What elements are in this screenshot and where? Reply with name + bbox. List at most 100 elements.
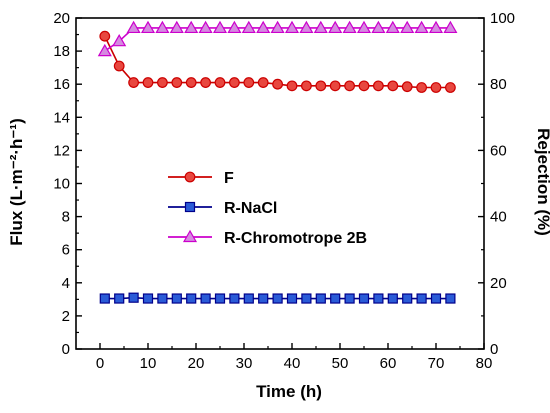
data-point: [387, 80, 399, 92]
data-point: [315, 80, 327, 92]
data-point: [313, 20, 328, 34]
series-r-nacl: [99, 292, 456, 304]
series-r-chromotrope-2b: [97, 20, 458, 57]
data-point: [414, 20, 429, 34]
data-point: [113, 60, 125, 72]
data-point: [315, 293, 326, 304]
y-left-tick-label: 20: [53, 10, 70, 27]
data-point: [200, 293, 211, 304]
y-right-tick-label: 100: [490, 10, 515, 27]
data-point: [114, 293, 125, 304]
legend-label: F: [224, 170, 234, 187]
series-layer: [97, 20, 458, 304]
y-left-tick-label: 14: [53, 109, 70, 126]
data-point: [430, 293, 442, 304]
data-point: [344, 80, 356, 92]
data-point: [373, 80, 384, 92]
data-point: [299, 20, 314, 34]
y-left-axis-title: Flux (L·m⁻²·h⁻¹): [7, 118, 26, 245]
x-tick-label: 20: [188, 355, 205, 372]
legend-marker: [184, 201, 196, 213]
data-point: [140, 20, 156, 34]
y-right-tick-label: 20: [490, 275, 507, 292]
data-point: [97, 43, 112, 57]
y-right-tick-label: 60: [490, 142, 507, 159]
data-point: [416, 82, 428, 93]
y-left-tick-label: 6: [62, 242, 70, 259]
data-point: [155, 20, 170, 34]
data-point: [402, 293, 413, 304]
data-point: [142, 293, 154, 304]
y-left-tick-label: 4: [62, 275, 70, 292]
data-point: [184, 20, 199, 34]
data-point: [257, 77, 269, 88]
data-point: [358, 293, 370, 304]
y-right-tick-label: 40: [490, 209, 507, 226]
data-point: [301, 293, 312, 304]
data-point: [99, 293, 110, 304]
data-point: [185, 77, 197, 88]
data-point: [169, 20, 184, 34]
data-point: [258, 293, 269, 304]
data-point: [385, 20, 400, 34]
data-point: [329, 80, 341, 92]
data-point: [228, 77, 240, 88]
data-point: [445, 293, 456, 304]
data-point: [272, 293, 283, 304]
x-tick-label: 0: [96, 355, 104, 372]
data-point: [330, 293, 341, 304]
data-point: [171, 293, 182, 304]
x-tick-label: 30: [236, 355, 253, 372]
data-point: [227, 20, 242, 34]
data-point: [157, 293, 168, 304]
data-point: [99, 30, 111, 42]
data-point: [243, 293, 254, 304]
y-left-tick-label: 0: [62, 341, 70, 358]
y-right-tick-label: 0: [490, 341, 498, 358]
legend-label: R-Chromotrope 2B: [224, 230, 367, 247]
data-point: [401, 81, 413, 93]
data-point: [186, 293, 197, 304]
x-tick-label: 60: [380, 355, 397, 372]
data-point: [156, 77, 168, 88]
y-left-tick-label: 10: [53, 176, 70, 193]
data-point: [284, 20, 300, 34]
x-axis-title: Time (h): [256, 382, 322, 401]
data-point: [214, 77, 226, 88]
data-point: [200, 77, 212, 88]
data-point: [272, 78, 284, 90]
y-left-tick-label: 8: [62, 209, 70, 226]
data-point: [342, 20, 357, 34]
data-point: [126, 20, 141, 34]
data-point: [387, 293, 398, 304]
x-tick-label: 10: [140, 355, 157, 372]
data-point: [241, 20, 256, 34]
data-point: [328, 20, 343, 34]
data-point: [171, 77, 183, 88]
data-point: [256, 20, 271, 34]
data-point: [128, 292, 139, 303]
y-right-axis-title: Rejection (%): [534, 128, 550, 236]
data-point: [286, 80, 298, 92]
data-point: [142, 77, 154, 88]
data-point: [243, 77, 255, 88]
data-point: [270, 20, 285, 34]
series-f: [99, 30, 456, 93]
data-point: [371, 20, 386, 34]
x-tick-label: 80: [476, 355, 493, 372]
y-right-tick-label: 80: [490, 76, 507, 93]
y-left-ticks: 0 2 4 6 8 10 12 14 16 18 20: [53, 10, 82, 358]
legend-marker: [184, 171, 196, 183]
data-point: [400, 20, 415, 34]
legend: F R-NaCl R-Chromotrope 2B: [168, 170, 367, 247]
y-left-tick-label: 12: [53, 142, 70, 159]
data-point: [416, 293, 427, 304]
y-right-ticks: 0 20 40 60 80 100: [478, 10, 515, 358]
y-left-tick-label: 18: [53, 43, 70, 60]
data-point: [214, 293, 226, 304]
data-point: [428, 20, 444, 34]
data-point: [373, 293, 384, 304]
data-point: [112, 33, 127, 47]
data-point: [229, 293, 240, 304]
legend-marker: [182, 229, 198, 243]
